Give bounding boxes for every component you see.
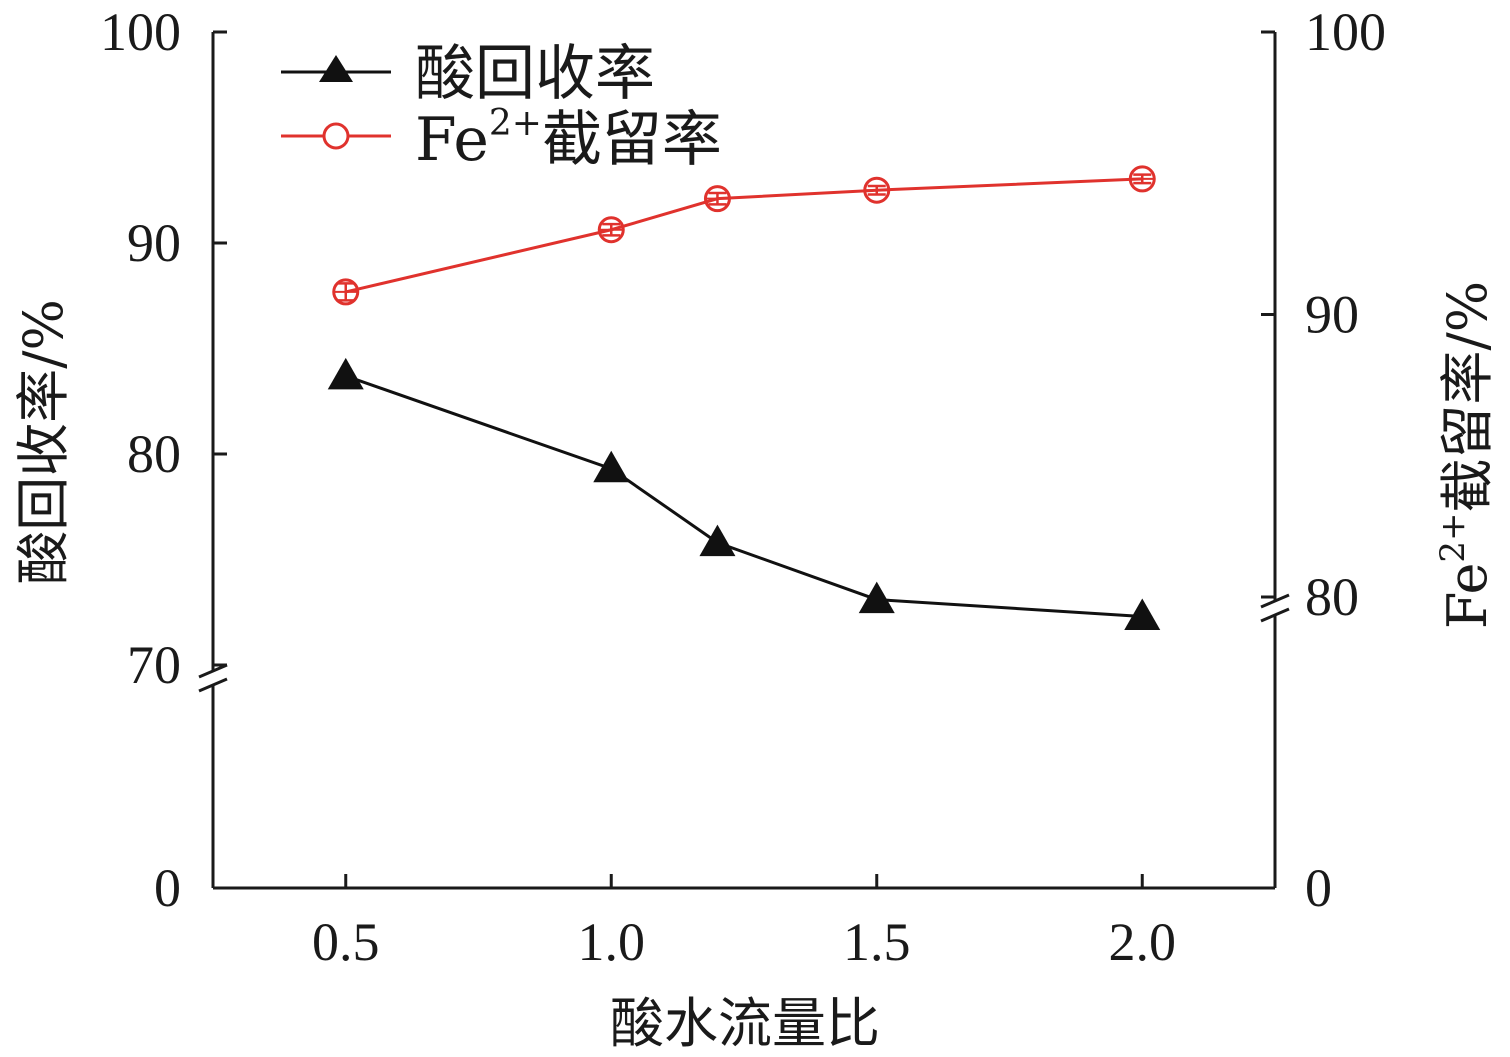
axes — [198, 32, 1290, 890]
right-y-axis-title: Fe2+截留率/% — [1433, 281, 1499, 629]
legend-marker-triangle — [319, 55, 353, 82]
right-y-tick-label: 80 — [1305, 567, 1359, 627]
legend-label-fe-main: Fe — [415, 105, 489, 175]
left-y-tick-label: 70 — [127, 635, 181, 695]
x-tick-label: 1.5 — [843, 912, 911, 972]
legend-label-fe-retention: Fe2+截留率 — [415, 103, 722, 175]
series-line-1 — [345, 177, 1143, 294]
legend-label-fe-sup: 2+ — [489, 103, 542, 144]
data-point-triangle — [327, 357, 364, 390]
legend: 酸回收率 Fe2+截留率 — [281, 39, 722, 175]
legend-item-fe-retention: Fe2+截留率 — [281, 103, 722, 175]
right-y-tick-label: 90 — [1305, 285, 1359, 345]
series-line-0 — [345, 374, 1143, 618]
x-tick-label: 0.5 — [312, 912, 380, 972]
data-point-triangle — [593, 450, 630, 483]
data-point-triangle — [1124, 598, 1161, 630]
x-tick-label: 1.0 — [578, 912, 646, 972]
left-y-tick-label: 0 — [154, 858, 181, 918]
right-y-tick-label: 0 — [1305, 858, 1332, 918]
legend-marker-circle — [322, 122, 350, 150]
x-axis-title: 酸水流量比 — [610, 992, 880, 1055]
x-tick-label: 2.0 — [1109, 912, 1177, 972]
left-y-axis-title: 酸回收率/% — [12, 299, 75, 585]
right-y-axis-title-sup: 2+ — [1433, 512, 1473, 562]
left-axis-break-mark — [198, 677, 228, 693]
data-point-triangle — [699, 524, 736, 557]
right-y-tick-label: 100 — [1305, 2, 1386, 62]
legend-label-acid-recovery: 酸回收率 — [415, 39, 655, 109]
series-lines — [345, 177, 1143, 618]
data-point-triangle — [858, 581, 895, 614]
legend-label-fe-rest: 截留率 — [542, 105, 722, 175]
legend-item-acid-recovery: 酸回收率 — [281, 39, 655, 109]
right-axis-break-mark — [1260, 593, 1290, 609]
left-y-tick-label: 80 — [127, 424, 181, 484]
left-y-tick-label: 90 — [127, 213, 181, 273]
right-axis-break-mark — [1260, 607, 1290, 623]
left-axis-break-mark — [198, 663, 228, 679]
left-y-tick-label: 100 — [100, 2, 181, 62]
series-points — [327, 165, 1161, 630]
axis-ticks: 0.5 1.0 1.5 2.0 0 70 80 90 100 0 80 90 100 — [100, 2, 1386, 972]
right-y-axis-title-rest: 截留率/% — [1436, 281, 1499, 513]
right-y-axis-title-main: Fe — [1436, 563, 1499, 629]
